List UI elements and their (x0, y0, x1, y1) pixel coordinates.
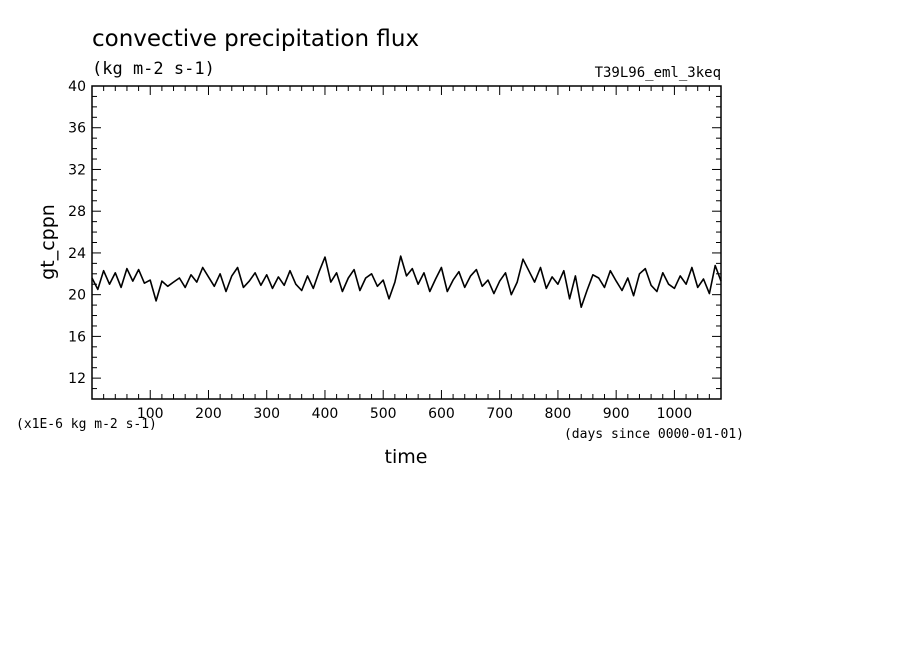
x-tick-label: 500 (370, 406, 397, 422)
chart-title: convective precipitation flux (92, 26, 419, 52)
x-tick-label: 400 (312, 406, 339, 422)
x-tick-label: 800 (545, 406, 572, 422)
y-tick-labels: 12 16 20 24 28 32 36 40 (68, 79, 86, 387)
x-units-note: (days since 0000-01-01) (564, 427, 744, 442)
chart-units: (kg m-2 s-1) (92, 59, 215, 79)
y-tick-label: 40 (68, 79, 86, 95)
plot-area (91, 85, 722, 400)
x-tick-label: 300 (253, 406, 280, 422)
axis-ticks (92, 86, 721, 399)
x-tick-label: 600 (428, 406, 455, 422)
plot-frame (91, 85, 722, 400)
y-tick-label: 20 (68, 288, 86, 304)
y-axis-label: gt_cppn (37, 204, 59, 280)
x-axis-label: time (385, 446, 428, 468)
x-tick-label: 200 (195, 406, 222, 422)
series-line (91, 255, 722, 309)
x-tick-labels: 100 200 300 400 500 600 700 800 900 1000 (137, 406, 692, 422)
y-tick-label: 28 (68, 204, 86, 220)
y-tick-label: 32 (68, 162, 86, 178)
y-tick-label: 16 (68, 329, 86, 345)
y-tick-label: 24 (68, 246, 86, 262)
x-tick-label: 1000 (657, 406, 693, 422)
x-tick-label: 900 (603, 406, 630, 422)
x-tick-label: 700 (486, 406, 513, 422)
x-tick-label: 100 (137, 406, 164, 422)
experiment-label: T39L96_eml_3keq (595, 65, 721, 81)
y-tick-label: 12 (68, 371, 86, 387)
y-scale-note: (x1E-6 kg m-2 s-1) (16, 417, 157, 432)
y-tick-label: 36 (68, 121, 86, 137)
